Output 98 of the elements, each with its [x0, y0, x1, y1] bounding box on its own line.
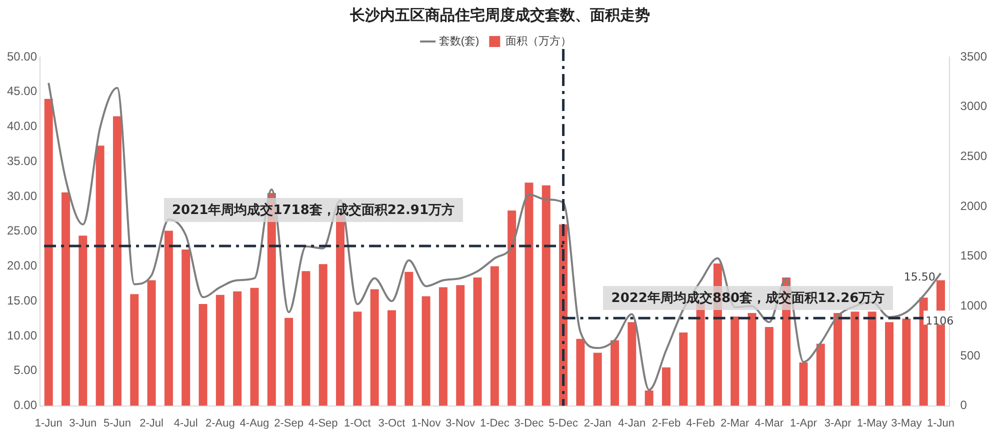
- legend-label: 套数(套): [438, 36, 480, 48]
- x-tick-label: 1-Apr: [790, 417, 818, 430]
- bar: [62, 192, 70, 406]
- x-tick-label: 3-Dec: [514, 417, 544, 430]
- bar: [610, 340, 620, 406]
- bar: [524, 182, 534, 406]
- y-tick-label: 0.00: [14, 398, 38, 412]
- bar: [542, 185, 550, 406]
- y-tick-label: 50.00: [7, 49, 38, 64]
- x-tick-label: 1-Jun: [926, 417, 954, 430]
- chart-title: 长沙内五区商品住宅周度成交套数、面积走势: [349, 5, 651, 26]
- bar: [198, 304, 208, 406]
- x-tick-label: 4-Aug: [240, 417, 270, 430]
- ref-line-label: 2021年周均成交1718套，成交面积22.91万方: [164, 198, 462, 222]
- y2-tick-label: 3500: [960, 49, 988, 64]
- bar: [112, 116, 122, 406]
- x-tick-label: 1-May: [856, 417, 888, 430]
- bar: [233, 291, 242, 406]
- bar: [490, 266, 499, 406]
- y2-tick-label: 2500: [960, 148, 988, 163]
- x-tick-label: 4-Mar: [754, 417, 784, 430]
- bar: [250, 288, 259, 406]
- x-tick-label: 3-May: [891, 417, 922, 430]
- bar: [456, 285, 465, 406]
- bar: [576, 338, 585, 406]
- y-tick-label: 5.00: [14, 363, 38, 378]
- x-tick-label: 4-Jul: [174, 417, 198, 430]
- y-tick-label: 10.00: [7, 328, 38, 342]
- y2-tick-label: 1000: [960, 298, 988, 312]
- bar: [730, 316, 740, 406]
- bar: [147, 280, 156, 406]
- data-label: 1106: [926, 314, 954, 328]
- x-tick-label: 3-Apr: [824, 417, 852, 430]
- x-tick-label: 1-Jun: [34, 417, 62, 430]
- bar: [182, 250, 190, 406]
- bar: [764, 326, 774, 406]
- x-tick-label: 2-Jan: [584, 417, 612, 430]
- y2-tick-label: 500: [960, 348, 981, 362]
- bar: [593, 352, 602, 406]
- bar: [850, 312, 860, 406]
- bar: [644, 390, 654, 406]
- bar: [679, 332, 688, 406]
- x-tick-label: 4-Sep: [308, 417, 338, 430]
- bar: [662, 367, 670, 406]
- bar: [370, 289, 379, 406]
- y-tick-label: 40.00: [7, 119, 38, 134]
- bar: [353, 312, 362, 406]
- bar: [885, 322, 894, 406]
- bar: [216, 294, 224, 406]
- x-tick-label: 2-Aug: [205, 417, 235, 430]
- x-tick-label: 2-Jul: [140, 417, 164, 430]
- bar: [438, 287, 448, 406]
- y2-tick-label: 1500: [960, 248, 988, 263]
- x-tick-label: 4-Jan: [618, 417, 646, 430]
- y-tick-label: 35.00: [7, 154, 38, 168]
- y2-tick-label: 0: [960, 398, 968, 412]
- x-tick-label: 3-Oct: [378, 417, 406, 430]
- y2-tick-label: 2000: [960, 198, 988, 213]
- bar: [284, 318, 294, 406]
- bar: [748, 313, 756, 406]
- bar: [508, 210, 516, 406]
- bar: [799, 362, 808, 406]
- x-tick-label: 2-Sep: [274, 417, 304, 430]
- x-tick-label: 2-Mar: [720, 417, 750, 430]
- y-tick-label: 15.00: [7, 293, 38, 308]
- bar: [78, 236, 88, 406]
- bar: [816, 344, 825, 406]
- bar: [902, 318, 911, 406]
- x-tick-label: 1-Oct: [344, 417, 371, 430]
- bar: [422, 296, 430, 406]
- bar: [868, 312, 876, 406]
- bar: [318, 264, 328, 406]
- x-tick-label: 1-Dec: [480, 417, 510, 430]
- bar: [164, 230, 173, 406]
- x-tick-label: 4-Feb: [686, 417, 715, 430]
- bar: [404, 272, 414, 406]
- bar: [387, 310, 396, 406]
- x-tick-label: 1-Nov: [411, 417, 442, 430]
- data-label: 15.50: [904, 270, 936, 284]
- y-tick-label: 45.00: [7, 84, 38, 98]
- bar: [96, 146, 104, 406]
- bar: [302, 271, 310, 406]
- x-tick-label: 5-Jun: [103, 417, 131, 430]
- x-tick-label: 2-Feb: [652, 417, 681, 430]
- x-tick-label: 3-Jun: [69, 417, 97, 430]
- bar: [130, 294, 139, 406]
- legend-label: 面积（万方）: [506, 34, 572, 48]
- bar: [473, 277, 482, 406]
- x-tick-label: 5-Dec: [548, 417, 578, 430]
- x-tick-label: 3-Nov: [446, 417, 476, 430]
- y2-tick-label: 3000: [960, 99, 988, 114]
- bar: [834, 313, 842, 406]
- y-tick-label: 30.00: [7, 188, 38, 203]
- ref-line-label: 2022年周均成交880套，成交面积12.26万方: [603, 286, 893, 310]
- bar: [44, 98, 53, 406]
- y-tick-label: 25.00: [7, 224, 38, 238]
- bar: [628, 322, 636, 406]
- y-tick-label: 20.00: [7, 258, 38, 273]
